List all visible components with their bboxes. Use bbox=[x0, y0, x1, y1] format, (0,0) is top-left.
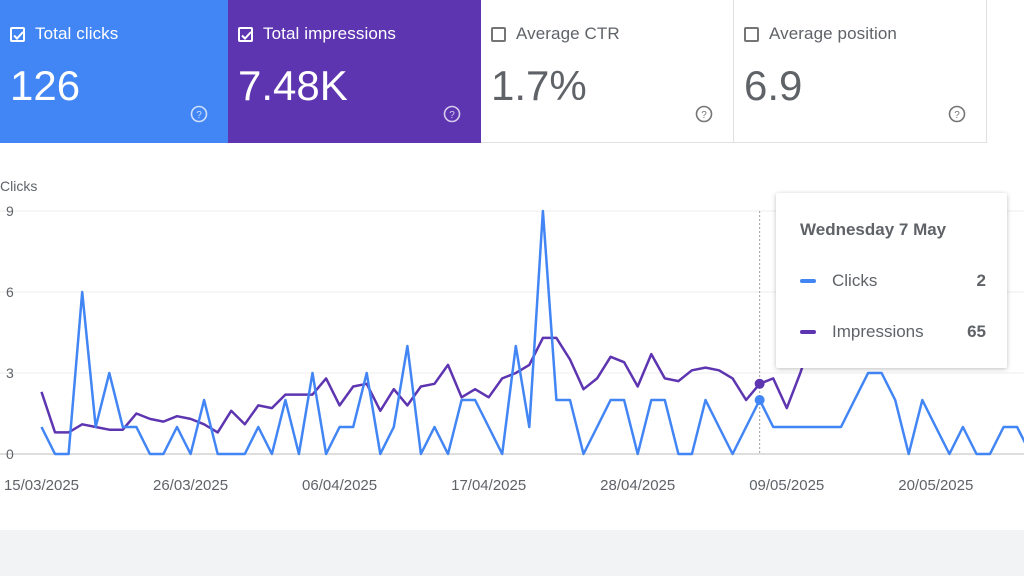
y-tick-labels: 0 3 6 9 bbox=[6, 203, 14, 462]
performance-chart[interactable]: Clicks 0 3 6 9 15/03/2025 26/03/2025 06/04/20… bbox=[0, 170, 1024, 500]
average-ctr-card[interactable]: Average CTR 1.7% ? bbox=[481, 0, 734, 143]
impressions-hover-point bbox=[754, 378, 765, 389]
clicks-legend-swatch bbox=[800, 279, 816, 283]
metric-label: Average CTR bbox=[516, 24, 620, 43]
clicks-hover-point bbox=[754, 395, 765, 405]
tooltip-series-name: Impressions bbox=[832, 322, 924, 341]
svg-text:?: ? bbox=[701, 110, 707, 121]
tooltip-row-impressions: Impressions 65 bbox=[800, 320, 986, 344]
x-tick-label: 26/03/2025 bbox=[153, 477, 228, 494]
chart-canvas[interactable]: Clicks 0 3 6 9 15/03/2025 26/03/2025 06/04/20… bbox=[0, 170, 1024, 500]
help-icon[interactable]: ? bbox=[948, 105, 966, 123]
tooltip-series-value: 65 bbox=[967, 322, 986, 341]
checkbox-checked-icon[interactable] bbox=[10, 27, 25, 42]
metric-value: 6.9 bbox=[744, 62, 803, 109]
metric-value: 126 bbox=[10, 62, 81, 109]
tooltip-series-name: Clicks bbox=[832, 271, 878, 290]
y-tick-label: 3 bbox=[6, 365, 14, 381]
metric-label: Total impressions bbox=[263, 24, 397, 43]
x-tick-label: 06/04/2025 bbox=[302, 477, 377, 494]
x-tick-label: 28/04/2025 bbox=[600, 477, 675, 494]
metric-label: Average position bbox=[769, 24, 897, 43]
help-icon[interactable]: ? bbox=[695, 105, 713, 123]
impressions-legend-swatch bbox=[800, 330, 816, 334]
x-tick-labels: 15/03/2025 26/03/2025 06/04/2025 17/04/2025… bbox=[4, 477, 973, 494]
svg-text:?: ? bbox=[449, 110, 455, 121]
checkbox-checked-icon[interactable] bbox=[238, 27, 253, 42]
metric-value: 1.7% bbox=[491, 62, 587, 109]
x-tick-label: 17/04/2025 bbox=[451, 477, 526, 494]
tooltip-row-clicks: Clicks 2 bbox=[800, 269, 986, 293]
y-tick-label: 0 bbox=[6, 446, 14, 462]
y-tick-label: 9 bbox=[6, 203, 14, 219]
tooltip-date: Wednesday 7 May bbox=[800, 220, 947, 239]
help-icon[interactable]: ? bbox=[190, 105, 208, 123]
checkbox-unchecked-icon[interactable] bbox=[491, 27, 506, 42]
x-tick-label: 20/05/2025 bbox=[898, 477, 973, 494]
footer-band bbox=[0, 530, 1024, 576]
average-position-card[interactable]: Average position 6.9 ? bbox=[734, 0, 987, 143]
tooltip-series-value: 2 bbox=[976, 271, 986, 290]
help-icon[interactable]: ? bbox=[443, 105, 461, 123]
chart-tooltip: Wednesday 7 May Clicks 2 Impressions 65 bbox=[776, 193, 1007, 368]
svg-text:?: ? bbox=[954, 110, 960, 121]
x-tick-label: 15/03/2025 bbox=[4, 477, 79, 494]
y-axis-label: Clicks bbox=[0, 178, 37, 194]
x-tick-label: 09/05/2025 bbox=[749, 477, 824, 494]
metric-value: 7.48K bbox=[238, 62, 348, 109]
metric-cards: Total clicks 126 ? Total impressions 7.4… bbox=[0, 0, 988, 143]
svg-text:?: ? bbox=[196, 110, 202, 121]
total-impressions-card[interactable]: Total impressions 7.48K ? bbox=[228, 0, 481, 143]
metric-label: Total clicks bbox=[35, 24, 119, 43]
y-tick-label: 6 bbox=[6, 284, 14, 300]
total-clicks-card[interactable]: Total clicks 126 ? bbox=[0, 0, 228, 143]
checkbox-unchecked-icon[interactable] bbox=[744, 27, 759, 42]
clicks-series-line bbox=[40, 209, 1024, 456]
